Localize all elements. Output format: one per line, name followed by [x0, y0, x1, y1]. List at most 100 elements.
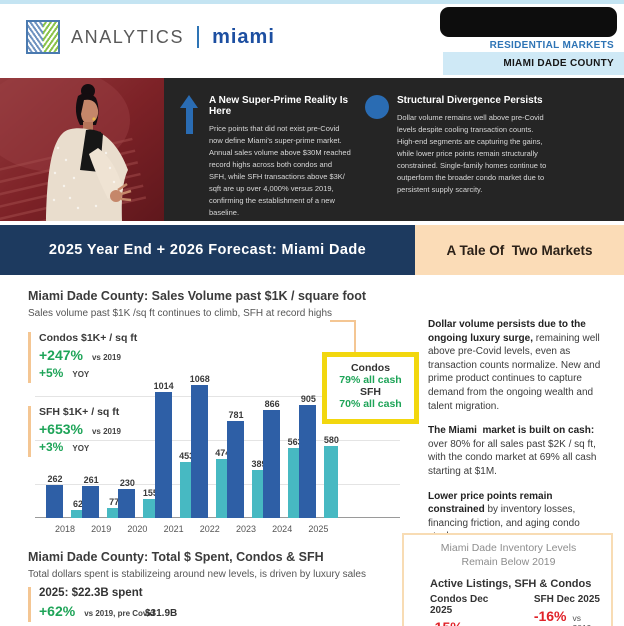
callout-connector-vertical: [354, 320, 356, 353]
condo-bar-label: 866: [264, 399, 280, 409]
spend-stat-block: 2025: $22.3B spent +62% vs 2019, pre Cov…: [28, 587, 154, 622]
condo-bar-label: 261: [83, 475, 99, 485]
arrow-up-icon: [180, 95, 198, 134]
condo-bar-label: 1014: [153, 381, 174, 391]
condo-bar: [118, 489, 136, 518]
inventory-col-label: Condos Dec 2025: [430, 594, 489, 617]
year-label: 2019: [91, 524, 112, 534]
inventory-col-condos: Condos Dec 2025 -15% vs 2019: [430, 594, 512, 626]
condo-bar-label: 262: [47, 474, 63, 484]
insight-body: Dollar volume remains well above pre-Cov…: [397, 113, 547, 194]
header: ANALYTICS miami RESIDENTIAL MARKETS MIAM…: [0, 4, 624, 78]
spend-bar-label: $31.9B: [145, 608, 178, 619]
inventory-value: -16%: [533, 608, 567, 625]
inventory-heading: Miami Dade Inventory Levels Remain Below…: [440, 542, 577, 568]
sfh-bar: [215, 459, 230, 518]
inventory-value: -15%: [430, 619, 463, 626]
banner-tagline: A Tale Of Two Markets: [415, 225, 624, 275]
sales-volume-chart-plot: 262 62 2018 261 77 2019 230 155 2020 1014 453 2021 1…: [28, 330, 408, 536]
inventory-col-sfh: SFH Dec 2025 -16% vs 2019: [534, 594, 601, 626]
insight-body: Price points that did not exist pre-Covi…: [209, 124, 351, 217]
stat-label: SFH $1K+ / sq ft: [39, 406, 120, 418]
condo-bar-label: 1068: [189, 374, 210, 384]
inventory-caption: vs 2019: [572, 613, 592, 626]
gridline: [35, 440, 400, 441]
speaker-photo: [0, 78, 164, 221]
tab-residential-markets[interactable]: RESIDENTIAL MARKETS: [489, 40, 614, 51]
sales-chart-title: Miami Dade County: Sales Volume past $1K…: [28, 289, 367, 303]
spend-stat-title: 2025: $22.3B spent: [39, 587, 143, 599]
tab-miami-dade-county[interactable]: MIAMI DADE COUNTY: [443, 52, 624, 75]
brand-divider: [197, 26, 200, 48]
insight-title: Structural Divergence Persists: [397, 95, 543, 106]
condo-bar: [299, 405, 317, 518]
stat-pct: +3%: [39, 440, 64, 454]
sfh-bar-label: 563: [287, 437, 303, 447]
sfh-bar-label: 62: [72, 499, 83, 509]
logo-right-half: [43, 22, 58, 52]
condo-bar: [227, 421, 244, 518]
condo-bar: [154, 392, 172, 518]
paragraph-rest: remaining well above pre-Covid levels, e…: [428, 332, 601, 412]
condos-stat-block: Condos $1K+ / sq ft +247% vs 2019 +5% YO…: [28, 332, 137, 383]
callout-condos-label: Condos: [350, 362, 391, 374]
stat-caption: vs 2019: [91, 427, 121, 436]
callout-connector-horizontal: [330, 320, 356, 322]
year-label: 2023: [235, 524, 257, 534]
hero-section: A New Super-Prime Reality Is Here Price …: [0, 78, 624, 221]
condo-bar: [190, 385, 208, 518]
sidebar-paragraph: Dollar volume persists due to the ongoin…: [428, 318, 606, 413]
inventory-subheading: Active Listings, SFH & Condos: [430, 578, 592, 591]
spend-chart-title: Miami Dade County: Total $ Spent, Condos…: [28, 550, 324, 564]
sfh-bar-label: 77: [109, 497, 120, 507]
sales-volume-chart: 262 62 2018 261 77 2019 230 155 2020 1014 453 2021 1…: [28, 330, 408, 536]
stat-caption: YOY: [72, 444, 90, 453]
brand-sub: miami: [212, 25, 275, 48]
sfh-bar-label: 580: [323, 435, 339, 445]
insight-title: A New Super-Prime Reality Is Here: [209, 95, 349, 117]
sfh-stat-block: SFH $1K+ / sq ft +653% vs 2019 +3% YOY: [28, 406, 121, 457]
sfh-bar: [143, 499, 158, 518]
sfh-bar-label: 155: [142, 488, 158, 498]
banner-forecast-title: 2025 Year End + 2026 Forecast: Miami Dad…: [0, 225, 415, 275]
year-label: 2020: [127, 524, 148, 534]
condo-bar-label: 781: [228, 410, 244, 420]
year-label: 2025: [308, 524, 329, 534]
brand-name: ANALYTICS: [71, 26, 185, 47]
sales-chart-subtitle: Sales volume past $1K /sq ft continues t…: [28, 308, 333, 319]
gridline: [35, 396, 400, 397]
inventory-box: Miami Dade Inventory Levels Remain Below…: [402, 533, 613, 626]
condo-bar: [82, 486, 100, 518]
condo-bar-label: 230: [119, 478, 135, 488]
sfh-bar: [107, 508, 122, 518]
stat-caption: vs 2019: [91, 353, 121, 362]
sfh-bar-label: 389: [251, 459, 267, 469]
condo-bar: [263, 410, 281, 518]
speaker-photo-art: [0, 78, 164, 221]
year-label: 2018: [54, 524, 76, 534]
spend-chart-subtitle: Total dollars spent is stabilizeing arou…: [28, 569, 366, 580]
sfh-bar: [324, 446, 339, 518]
stat-label: Condos $1K+ / sq ft: [39, 332, 138, 344]
insight-super-prime: A New Super-Prime Reality Is Here Price …: [177, 78, 351, 221]
sfh-bar: [252, 470, 266, 518]
brand: ANALYTICS miami: [26, 20, 275, 54]
stat-pct: +653%: [39, 421, 83, 437]
paragraph-rest: over 80% for all sales past $2K / sq ft,…: [428, 438, 597, 477]
spend-pct: +62%: [39, 603, 76, 619]
condo-bar: [46, 485, 63, 518]
callout-sfh-value: 70% all cash: [339, 398, 402, 410]
sfh-bar: [71, 510, 85, 518]
insight-divergence: Structural Divergence Persists Dollar vo…: [365, 78, 547, 221]
condo-bar-label: 905: [300, 394, 316, 404]
stat-pct: +5%: [39, 366, 64, 380]
sfh-bar: [288, 448, 303, 518]
paragraph-lead: Lower price points remain constrained: [428, 490, 556, 516]
inventory-caption: vs 2019: [469, 624, 499, 626]
stat-caption: YOY: [72, 370, 90, 379]
sfh-bar-label: 453: [179, 451, 195, 461]
year-label: 2022: [199, 524, 220, 534]
top-accent-strip: [0, 0, 624, 4]
sidebar-paragraph: The Miami market is built on cash: over …: [428, 424, 606, 478]
year-label: 2024: [272, 524, 293, 534]
